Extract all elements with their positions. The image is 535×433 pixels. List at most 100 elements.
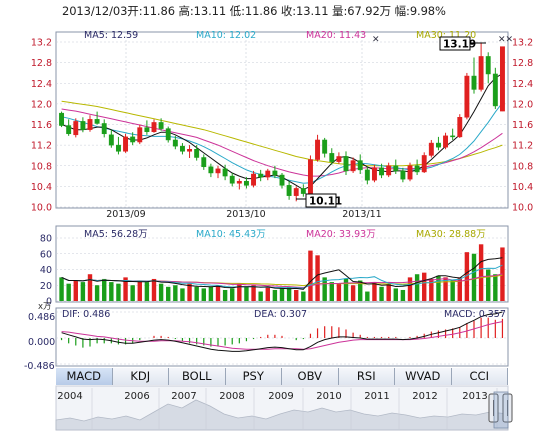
high-label: 高: xyxy=(178,4,194,18)
volume-bar xyxy=(393,288,398,301)
candle-body xyxy=(272,170,278,176)
price-ytick-left: 10.8 xyxy=(31,161,52,172)
volume-bar xyxy=(166,286,171,301)
candle-body xyxy=(137,127,143,143)
volume-ytick: 60 xyxy=(40,249,52,260)
dea-legend: DEA: 0.307 xyxy=(254,309,307,320)
volume-bar xyxy=(130,285,135,301)
volume-bar xyxy=(336,283,342,301)
candle-body xyxy=(194,149,200,158)
price-ytick-left: 11.2 xyxy=(31,141,52,152)
tab-obv[interactable]: OBV xyxy=(282,368,339,385)
volume-bar xyxy=(294,289,299,301)
volume-bar xyxy=(422,272,427,301)
volume-ytick: 40 xyxy=(40,265,52,276)
candle-body xyxy=(73,121,79,136)
macd-ytick-zero: 0.000 xyxy=(28,337,55,348)
volume-bar xyxy=(173,285,178,301)
low-label: 低: xyxy=(229,4,245,18)
candle-body xyxy=(158,122,164,129)
volume-bar xyxy=(471,253,477,301)
volume-bar xyxy=(308,250,313,301)
volume-bar xyxy=(208,286,214,301)
candle-body xyxy=(393,165,399,172)
volume-bar xyxy=(151,278,157,301)
ma20-legend: MA20: 11.43 xyxy=(306,30,366,41)
volume-bar xyxy=(315,255,320,301)
timeline-navigator[interactable]: 2004 2006 2007 2008 2009 2010 2011 2012 2013 xyxy=(55,385,513,431)
ma30-line xyxy=(61,100,503,167)
price-ytick-left: 12.0 xyxy=(31,99,52,110)
candle-body xyxy=(172,139,178,147)
price-ytick-right: 11.2 xyxy=(512,141,533,152)
candle-body xyxy=(343,156,349,172)
volume-bar xyxy=(94,285,100,301)
volume-bar xyxy=(400,289,406,301)
price-ytick-left: 10.0 xyxy=(31,203,52,214)
macd-ytick-top: 0.486 xyxy=(28,312,55,323)
price-ytick-right: 12.4 xyxy=(512,79,533,90)
candle-body xyxy=(215,168,221,174)
tab-cci[interactable]: CCI xyxy=(451,368,508,385)
volume-bar xyxy=(486,269,491,301)
ma30-legend: MA30: 11.20 xyxy=(416,30,476,41)
candle-body xyxy=(87,119,93,130)
candle-body xyxy=(251,173,257,186)
volume-bar xyxy=(379,286,384,301)
close-label: 收: xyxy=(280,4,297,18)
price-ytick-left: 10.4 xyxy=(31,182,52,193)
volume-bar xyxy=(59,277,64,301)
volume-bar xyxy=(350,285,356,301)
volume-bar xyxy=(457,277,462,301)
candle-body xyxy=(80,121,86,130)
zoom-marker-icon[interactable]: ✕✕ xyxy=(498,35,513,45)
timeline-year-label: 2006 xyxy=(124,391,149,402)
price-ytick-left: 11.6 xyxy=(31,120,52,131)
range-handle-right[interactable] xyxy=(502,393,513,423)
volume-bar xyxy=(272,289,278,301)
vol-ma10-legend: MA10: 45.43万 xyxy=(196,229,266,240)
range-selection[interactable] xyxy=(493,391,509,429)
tab-macd[interactable]: MACD xyxy=(56,368,113,385)
low-callout-label: 10.11 xyxy=(309,196,342,208)
candle-body xyxy=(179,145,185,152)
volume-bar xyxy=(123,277,128,301)
candle-body xyxy=(357,160,363,171)
tab-kdj[interactable]: KDJ xyxy=(112,368,169,385)
volume-bar xyxy=(407,277,413,301)
dea-line xyxy=(61,321,503,350)
open-value: 11.86 xyxy=(142,4,175,18)
candle-body xyxy=(464,75,470,118)
volume-y-axis: 80 60 40 20 0 xyxy=(40,234,52,308)
candle-body xyxy=(414,165,420,173)
volume-bar xyxy=(450,280,455,301)
tab-wvad[interactable]: WVAD xyxy=(395,368,452,385)
volume-bar xyxy=(301,291,306,301)
volume-bar xyxy=(194,286,199,301)
high-callout: 13.19 xyxy=(439,36,486,51)
volume-bar xyxy=(329,282,334,301)
close-value: 13.11 xyxy=(296,4,329,18)
volume-bar xyxy=(109,282,114,301)
tab-boll[interactable]: BOLL xyxy=(169,368,226,385)
low-value: 11.86 xyxy=(244,4,278,18)
timeline-year-label: 2012 xyxy=(412,391,437,402)
volume-panel: 80 60 40 20 0 MA5: 56.28万 MA10: 45.43万 MA20:… xyxy=(38,225,509,312)
timeline-year-label: 2004 xyxy=(57,391,82,402)
volume-bar xyxy=(251,285,256,301)
price-ytick-right: 12.0 xyxy=(512,99,533,110)
volume-bar xyxy=(464,252,470,301)
candle-body xyxy=(222,168,228,177)
volume-bar xyxy=(343,278,349,301)
volume-bar xyxy=(365,291,370,301)
vol-ma20-legend: MA20: 33.93万 xyxy=(306,229,376,240)
volume-bar xyxy=(244,286,249,301)
candle-body xyxy=(208,166,214,174)
high-value: 13.11 xyxy=(193,4,227,18)
tab-psy[interactable]: PSY xyxy=(225,368,282,385)
tab-rsi[interactable]: RSI xyxy=(338,368,395,385)
range-handle-left[interactable] xyxy=(488,393,499,423)
volume-bar xyxy=(237,283,242,301)
timeline-year-label: 2013 xyxy=(462,391,487,402)
